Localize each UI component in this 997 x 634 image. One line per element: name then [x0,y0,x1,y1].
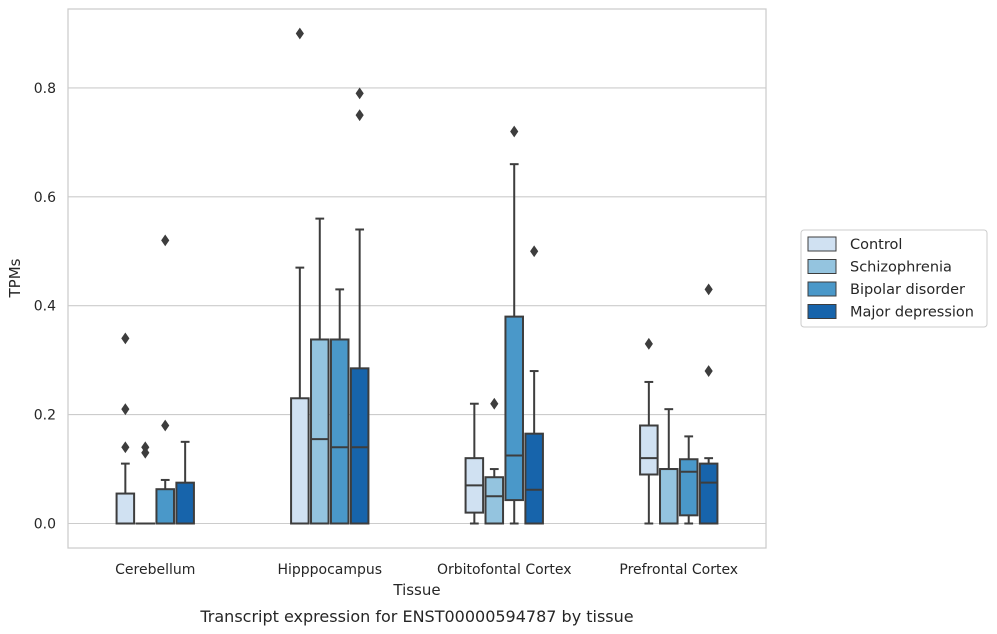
x-tick-label: Cerebellum [115,562,195,578]
box-bipolar-disorder-0 [155,234,175,525]
box-body [175,481,195,525]
outlier-point [121,332,130,345]
x-tick-label: Hipppocampus [277,562,382,578]
x-axis-label: Tissue [392,581,440,599]
box-bipolar-disorder-3 [678,435,699,525]
outlier-point [121,403,130,416]
y-tick-label: 0.0 [34,517,56,533]
y-tick-labels: 0.0 0.2 0.4 0.6 0.8 [34,81,56,533]
box-body [639,424,659,476]
legend: Control Schizophrenia Bipolar disorder Majo… [800,229,988,328]
box-body [155,488,175,525]
outlier-point [121,441,130,454]
box-control-2 [464,402,485,525]
legend-label: Control [850,237,902,253]
outlier-point [644,337,653,350]
box-groups [115,27,719,525]
box-body [484,476,505,525]
box-body [659,468,679,525]
legend-swatch [807,304,837,319]
y-tick-label: 0.2 [34,408,56,424]
box-control-0 [115,332,136,525]
legend-frame [800,229,988,328]
outlier-point [704,283,713,296]
box-body [524,432,544,525]
box-control-3 [639,337,659,525]
outlier-point [510,125,519,138]
box-bipolar-disorder-2 [504,125,524,525]
x-tick-label: Prefrontal Cortex [619,562,738,578]
chart-caption: Transcript expression for ENST0000059478… [199,607,633,626]
box-schizophrenia-0 [135,441,156,525]
y-gridlines [68,87,766,525]
box-major-depression-2 [524,245,544,525]
outlier-point [530,245,539,258]
outlier-point [295,27,304,40]
x-tick-labels: Cerebellum Hipppocampus Orbitofontal Corte… [115,562,738,578]
x-tick-label: Orbitofontal Cortex [437,562,572,578]
legend-swatch [807,259,837,274]
y-tick-label: 0.6 [34,190,56,206]
box-body [504,315,524,502]
legend-swatch [807,281,837,297]
outlier-point [161,234,170,247]
box-body [678,458,699,517]
y-tick-label: 0.4 [34,299,56,315]
box-control-1 [290,27,310,525]
outlier-point [141,441,150,454]
outlier-point [355,109,364,122]
box-schizophrenia-3 [659,408,679,525]
box-body [310,338,330,525]
box-body [349,367,370,525]
legend-label: Schizophrenia [850,260,952,276]
outlier-point [161,419,170,432]
box-body [115,492,136,525]
y-axis-label: TPMs [6,258,24,298]
y-tick-label: 0.8 [34,81,56,97]
outlier-point [704,365,713,377]
box-schizophrenia-2 [484,397,505,525]
plot-frame [67,8,767,549]
box-major-depression-3 [698,283,719,525]
box-bipolar-disorder-1 [329,288,350,525]
outlier-point [355,87,364,100]
legend-label: Major depression [850,305,974,321]
box-body [698,462,719,525]
box-body [290,397,310,525]
box-schizophrenia-1 [310,217,330,525]
box-body [329,338,350,525]
legend-label: Bipolar disorder [850,282,965,298]
box-major-depression-1 [349,87,370,525]
outlier-point [490,397,499,410]
box-major-depression-0 [175,440,195,525]
legend-swatch [807,236,837,252]
